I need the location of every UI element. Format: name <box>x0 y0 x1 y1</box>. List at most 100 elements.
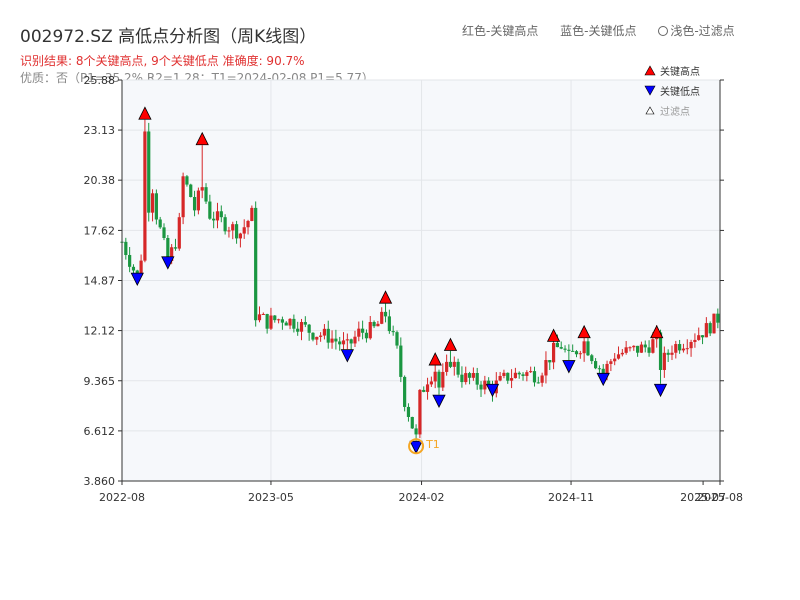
legend-filter-label: 过滤点 <box>660 105 690 118</box>
candle-body <box>712 313 716 334</box>
candle-body <box>609 361 613 364</box>
key-low-marker <box>596 372 610 387</box>
candle-body <box>223 217 227 232</box>
t1-circle <box>408 438 425 455</box>
candle-body <box>658 332 663 370</box>
candle-body <box>288 318 292 326</box>
candle-body <box>280 319 285 323</box>
candle-body <box>276 319 281 321</box>
candle-body <box>315 336 319 340</box>
candle-body <box>254 207 258 321</box>
candle-body <box>681 348 686 351</box>
candle-body <box>345 339 349 341</box>
candle-body <box>700 335 705 338</box>
candle-body <box>471 373 475 378</box>
candle-body <box>391 331 395 333</box>
t1-label: T1 <box>425 438 440 451</box>
key-high-marker <box>577 324 591 339</box>
candle-body <box>567 349 571 351</box>
candle-body <box>307 324 311 333</box>
candle-body <box>250 207 254 221</box>
y-tick-label: 23.13 <box>84 124 116 137</box>
chart-title: 002972.SZ 高低点分析图（周K线图） <box>20 27 317 47</box>
marker-legend: 关键高点 关键低点 过滤点 <box>644 65 700 118</box>
key-high-marker <box>443 337 458 351</box>
candle-body <box>399 345 403 377</box>
legend-filter-label: 浅色-过滤点 <box>670 24 735 38</box>
candle-body <box>708 323 712 334</box>
candle-body <box>372 321 376 327</box>
candle-body <box>131 266 136 271</box>
candle-body <box>483 380 487 390</box>
candle-body <box>532 371 537 383</box>
candle-body <box>387 316 391 332</box>
legend-filter-icon <box>645 106 655 115</box>
candle-body <box>338 341 342 345</box>
key-high-marker <box>546 328 561 342</box>
candle-body <box>460 374 464 383</box>
x-tick-label: 2024-11 <box>548 491 594 504</box>
candle-body <box>177 217 181 249</box>
candle-body <box>697 335 701 340</box>
candle-body <box>265 313 269 329</box>
y-tick-label: 6.612 <box>84 425 116 438</box>
candle-body <box>215 211 220 221</box>
candle-body <box>319 335 323 337</box>
legend-low-label: 关键低点 <box>660 85 700 98</box>
candle-body <box>662 352 666 370</box>
candle-body <box>364 332 369 339</box>
key-high-marker <box>138 106 152 120</box>
candle-body <box>433 371 437 382</box>
candle-body <box>418 389 422 435</box>
candle-body <box>357 328 361 337</box>
candle-body <box>395 332 399 346</box>
candle-body <box>452 361 456 367</box>
candle-body <box>674 344 678 353</box>
candle-body <box>521 374 525 376</box>
y-tick-label: 12.12 <box>84 325 116 338</box>
candle-body <box>410 416 414 429</box>
candle-body <box>341 340 346 345</box>
grid-lines <box>121 79 720 482</box>
y-tick-label: 9.365 <box>84 375 116 388</box>
candle-body <box>234 224 239 239</box>
candle-body <box>242 227 246 234</box>
candle-body <box>517 372 521 375</box>
candle-body <box>219 211 223 218</box>
candle-body <box>200 187 204 191</box>
x-tick-label: 2024-02 <box>399 491 445 504</box>
candle-body <box>414 428 418 435</box>
candle-body <box>506 372 510 381</box>
candle-body <box>353 336 357 344</box>
candle-body <box>529 371 533 373</box>
legend-high-label: 关键高点 <box>660 65 700 78</box>
candle-body <box>555 342 560 348</box>
key-high-marker <box>650 324 664 339</box>
candle-body <box>525 372 529 376</box>
key-high-marker <box>428 352 442 366</box>
candle-body <box>406 406 411 417</box>
candle-body <box>487 380 491 385</box>
candle-body <box>571 350 575 352</box>
candle-body <box>716 313 720 323</box>
candle-body <box>601 368 605 374</box>
candle-body <box>273 315 277 321</box>
candle-body <box>441 371 445 388</box>
candle-body <box>128 255 132 267</box>
y-tick-label: 25.88 <box>84 74 116 87</box>
candle-body <box>166 238 170 261</box>
candle-body <box>479 384 483 390</box>
candle-body <box>376 323 380 327</box>
candle-body <box>616 354 621 359</box>
candle-body <box>403 376 407 407</box>
candle-body <box>590 355 594 362</box>
candle-body <box>445 361 449 372</box>
candle-body <box>536 382 540 384</box>
candle-body <box>196 190 200 211</box>
candle-body <box>593 361 598 369</box>
candle-body <box>334 338 338 342</box>
candle-body <box>139 260 143 276</box>
candle-body <box>349 339 353 344</box>
candle-body <box>150 193 155 213</box>
x-tick-label: 2022-08 <box>99 491 145 504</box>
